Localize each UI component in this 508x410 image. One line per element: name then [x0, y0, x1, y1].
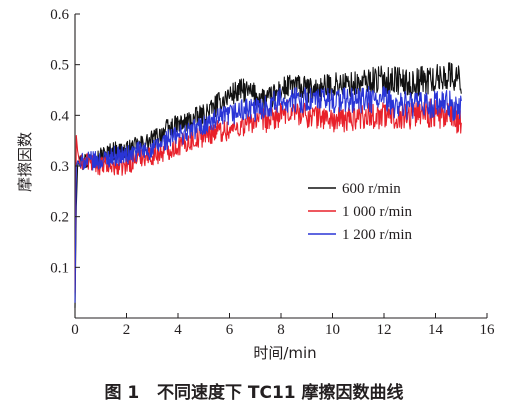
axes	[74, 14, 487, 319]
series-layer	[74, 62, 462, 308]
x-tick-label: 6	[226, 322, 234, 338]
legend-label-2: 1 000 r/min	[342, 204, 412, 220]
x-tick-label: 0	[71, 322, 79, 338]
y-axis-label: 摩擦因数	[16, 132, 34, 192]
series-line-3	[74, 85, 462, 303]
series-line-2	[74, 98, 462, 293]
y-tick-label: 0.4	[50, 108, 69, 124]
y-tick-label: 0.2	[50, 210, 69, 226]
x-tick-label: 10	[325, 322, 340, 338]
y-tick-label: 0.6	[50, 7, 69, 23]
figure-caption: 图 1 不同速度下 TC11 摩擦因数曲线	[104, 383, 404, 403]
legend-label-1: 600 r/min	[342, 181, 401, 197]
x-tick-label: 8	[277, 322, 285, 338]
y-tick-label: 0.1	[50, 260, 69, 276]
friction-chart: 0 2 4 6 8 10 12 14 16 0.1 0.2 0.3 0.4 0.5 0.6 时间/min 摩…	[16, 7, 495, 362]
x-tick-label: 12	[377, 322, 392, 338]
x-tick-label: 16	[480, 322, 496, 338]
legend: 600 r/min 1 000 r/min 1 200 r/min	[308, 181, 412, 243]
ticks: 0 2 4 6 8 10 12 14 16 0.1 0.2 0.3 0.4 0.5 0.6	[50, 7, 495, 338]
x-tick-label: 2	[123, 322, 131, 338]
x-tick-label: 14	[428, 322, 444, 338]
x-axis-label: 时间/min	[253, 344, 316, 362]
y-tick-label: 0.3	[50, 159, 69, 175]
series-line-1	[74, 62, 462, 308]
legend-label-3: 1 200 r/min	[342, 227, 412, 243]
y-tick-label: 0.5	[50, 58, 69, 74]
x-tick-label: 4	[174, 322, 182, 338]
